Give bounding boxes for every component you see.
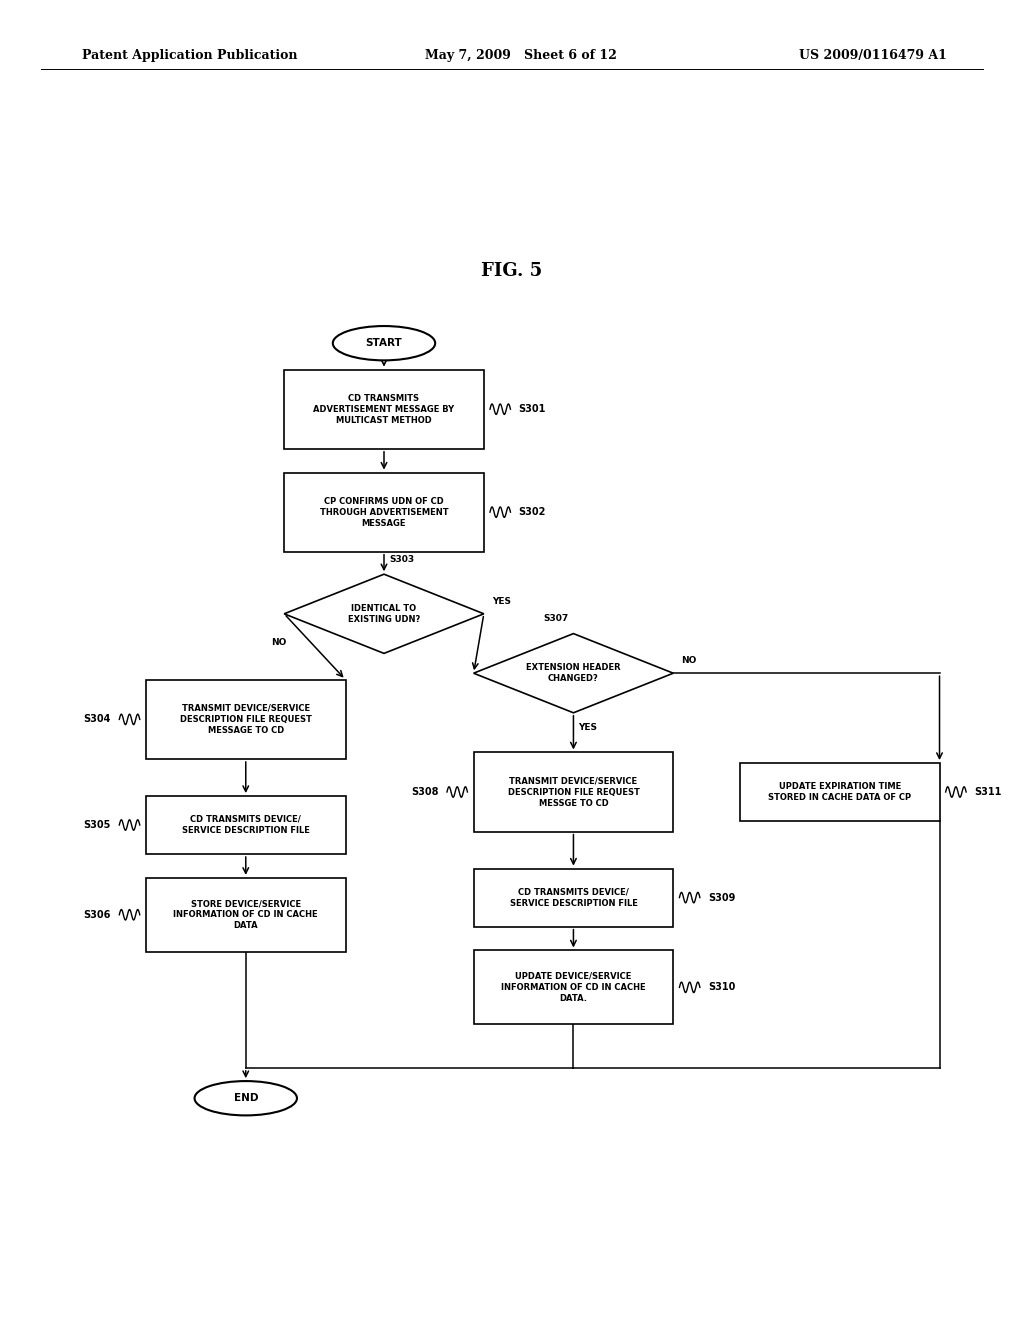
Text: END: END <box>233 1093 258 1104</box>
Text: STORE DEVICE/SERVICE
INFORMATION OF CD IN CACHE
DATA: STORE DEVICE/SERVICE INFORMATION OF CD I… <box>173 899 318 931</box>
Text: S305: S305 <box>84 820 111 830</box>
Text: CD TRANSMITS DEVICE/
SERVICE DESCRIPTION FILE: CD TRANSMITS DEVICE/ SERVICE DESCRIPTION… <box>182 814 309 836</box>
Text: NO: NO <box>682 656 697 665</box>
Ellipse shape <box>195 1081 297 1115</box>
Text: S309: S309 <box>709 892 735 903</box>
FancyBboxPatch shape <box>473 869 674 927</box>
Text: S306: S306 <box>84 909 111 920</box>
Text: START: START <box>366 338 402 348</box>
Text: S311: S311 <box>975 787 1001 797</box>
FancyBboxPatch shape <box>145 680 346 759</box>
Polygon shape <box>284 574 484 653</box>
Text: S302: S302 <box>519 507 546 517</box>
Text: NO: NO <box>271 638 287 647</box>
FancyBboxPatch shape <box>284 473 483 552</box>
Ellipse shape <box>333 326 435 360</box>
Text: Patent Application Publication: Patent Application Publication <box>82 49 297 62</box>
FancyBboxPatch shape <box>739 763 940 821</box>
Polygon shape <box>473 634 674 713</box>
Text: IDENTICAL TO
EXISTING UDN?: IDENTICAL TO EXISTING UDN? <box>348 603 420 624</box>
FancyBboxPatch shape <box>145 796 346 854</box>
Text: S304: S304 <box>84 714 111 725</box>
Text: YES: YES <box>493 597 511 606</box>
FancyBboxPatch shape <box>145 878 346 952</box>
FancyBboxPatch shape <box>284 370 483 449</box>
Text: UPDATE EXPIRATION TIME
STORED IN CACHE DATA OF CP: UPDATE EXPIRATION TIME STORED IN CACHE D… <box>768 781 911 803</box>
Text: S301: S301 <box>519 404 546 414</box>
Text: CD TRANSMITS
ADVERTISEMENT MESSAGE BY
MULTICAST METHOD: CD TRANSMITS ADVERTISEMENT MESSAGE BY MU… <box>313 393 455 425</box>
Text: S308: S308 <box>412 787 438 797</box>
Text: FIG. 5: FIG. 5 <box>481 261 543 280</box>
Text: S303: S303 <box>389 554 415 564</box>
Text: CD TRANSMITS DEVICE/
SERVICE DESCRIPTION FILE: CD TRANSMITS DEVICE/ SERVICE DESCRIPTION… <box>510 887 637 908</box>
Text: TRANSMIT DEVICE/SERVICE
DESCRIPTION FILE REQUEST
MESSAGE TO CD: TRANSMIT DEVICE/SERVICE DESCRIPTION FILE… <box>180 704 311 735</box>
Text: US 2009/0116479 A1: US 2009/0116479 A1 <box>799 49 946 62</box>
Text: TRANSMIT DEVICE/SERVICE
DESCRIPTION FILE REQUEST
MESSGE TO CD: TRANSMIT DEVICE/SERVICE DESCRIPTION FILE… <box>508 776 639 808</box>
Text: EXTENSION HEADER
CHANGED?: EXTENSION HEADER CHANGED? <box>526 663 621 684</box>
Text: YES: YES <box>579 723 598 733</box>
Text: S310: S310 <box>709 982 735 993</box>
Text: May 7, 2009   Sheet 6 of 12: May 7, 2009 Sheet 6 of 12 <box>425 49 616 62</box>
FancyBboxPatch shape <box>473 950 674 1024</box>
Text: UPDATE DEVICE/SERVICE
INFORMATION OF CD IN CACHE
DATA.: UPDATE DEVICE/SERVICE INFORMATION OF CD … <box>501 972 646 1003</box>
Text: CP CONFIRMS UDN OF CD
THROUGH ADVERTISEMENT
MESSAGE: CP CONFIRMS UDN OF CD THROUGH ADVERTISEM… <box>319 496 449 528</box>
Text: S307: S307 <box>543 614 568 623</box>
FancyBboxPatch shape <box>473 752 674 832</box>
